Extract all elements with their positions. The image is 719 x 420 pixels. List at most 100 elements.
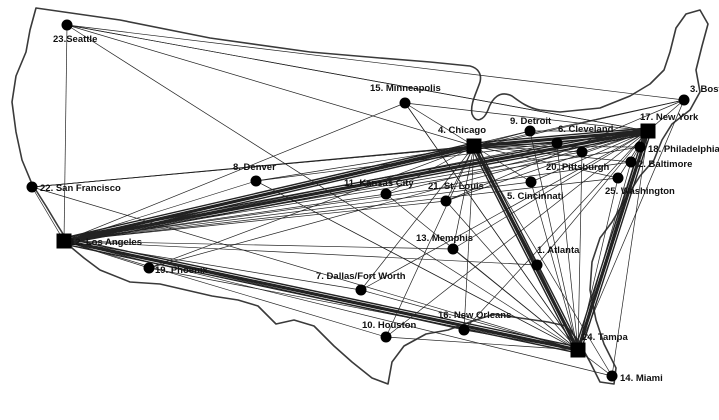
hub-route-link <box>472 145 580 351</box>
city-node-20 <box>576 146 588 158</box>
route-link <box>31 186 579 351</box>
route-link <box>66 24 649 132</box>
route-link <box>63 200 447 242</box>
city-label-14: 14. Miami <box>620 373 663 384</box>
hub-node-17 <box>640 123 656 139</box>
city-label-21: 21. St. Louis <box>428 181 484 192</box>
hub-route-link <box>63 129 649 243</box>
route-link <box>577 151 583 351</box>
hub-node-24 <box>570 342 586 358</box>
hub-node-4 <box>466 138 482 154</box>
city-label-25: 25. Washington <box>605 186 675 197</box>
route-link <box>404 102 579 351</box>
city-node-15 <box>399 97 411 109</box>
city-node-18 <box>634 141 646 153</box>
route-link <box>148 130 649 269</box>
city-label-5: 5. Cincinnati <box>507 191 563 202</box>
city-label-11: 11. Kansas City <box>344 178 414 189</box>
city-node-16 <box>458 324 470 336</box>
city-nodes <box>26 19 690 382</box>
route-link <box>63 24 68 242</box>
city-label-23: 23.Seattle <box>53 34 97 45</box>
route-link <box>611 130 649 377</box>
route-links <box>31 24 685 377</box>
route-link <box>385 336 579 351</box>
city-node-14 <box>606 370 618 382</box>
hub-route-link-stroke <box>476 144 582 349</box>
city-node-9 <box>524 125 536 137</box>
route-link <box>360 289 579 351</box>
hub-route-link-stroke <box>63 127 648 239</box>
city-node-10 <box>380 331 392 343</box>
hub-route-link-stroke <box>580 131 652 352</box>
city-label-10: 10. Houston <box>362 320 417 331</box>
route-link <box>556 142 579 351</box>
hub-route-link-stroke <box>64 148 475 245</box>
route-link <box>385 130 649 195</box>
city-label-16: 16. New Orleans <box>438 310 511 321</box>
city-label-18: 18. Philadelphia <box>648 144 719 155</box>
city-label-15: 15. Minneapolis <box>370 83 441 94</box>
city-node-22 <box>26 181 38 193</box>
route-link <box>452 248 579 351</box>
hub-route-link-stroke <box>63 243 578 354</box>
route-link <box>31 186 65 242</box>
route-link <box>385 145 475 338</box>
city-label-17: 17. New York <box>640 112 699 123</box>
city-label-9: 9. Detroit <box>510 116 552 127</box>
route-link <box>66 24 685 101</box>
city-node-23 <box>61 19 73 31</box>
city-node-25 <box>612 172 624 184</box>
city-node-21 <box>440 195 452 207</box>
route-link <box>445 200 579 351</box>
hub-route-link <box>63 239 579 352</box>
city-node-6 <box>551 137 563 149</box>
city-label-19: 19. Phoenix <box>155 265 209 276</box>
route-link <box>529 130 579 351</box>
route-link <box>463 145 475 331</box>
hub-route-link-stroke <box>64 133 649 245</box>
city-label-24: 24. Tampa <box>582 332 628 343</box>
us-outline <box>11 7 709 385</box>
route-link <box>63 181 532 242</box>
city-label-7: 7. Dallas/Fort Worth <box>316 271 406 282</box>
city-node-19 <box>143 262 155 274</box>
city-label-3: 3. Boston <box>690 84 719 95</box>
route-link <box>63 240 362 291</box>
city-node-13 <box>447 243 459 255</box>
hub-route-link-stroke <box>63 142 474 239</box>
hub-route-link-stroke <box>473 127 648 144</box>
city-node-3 <box>678 94 690 106</box>
route-link <box>66 24 475 147</box>
city-node-8 <box>250 175 262 187</box>
route-link <box>360 130 649 291</box>
city-label-4: 4. Chicago <box>438 125 486 136</box>
route-link <box>63 240 454 250</box>
city-node-5 <box>525 176 537 188</box>
city-node-11 <box>380 188 392 200</box>
route-link <box>63 177 619 242</box>
route-link <box>404 102 649 132</box>
route-link <box>63 240 387 338</box>
route-link <box>445 99 685 202</box>
route-link <box>536 130 649 266</box>
city-node-1 <box>531 259 543 271</box>
route-link <box>63 102 406 242</box>
route-link <box>452 130 649 250</box>
route-link <box>445 130 649 202</box>
hub-route-link-stroke <box>470 147 576 352</box>
route-link <box>530 181 579 351</box>
city-label-22: 22. San Francisco <box>40 183 121 194</box>
route-link <box>404 102 475 147</box>
route-link <box>148 145 475 269</box>
route-link <box>63 240 538 266</box>
hub-route-link-stroke <box>64 237 579 348</box>
city-node-7 <box>355 284 367 296</box>
route-link <box>577 99 685 351</box>
route-link <box>255 180 579 351</box>
city-label-2: 2. Baltimore <box>638 159 692 170</box>
city-labels: 1. Atlanta 2. Baltimore 3. Boston 4. Chicag… <box>40 34 719 384</box>
route-link <box>66 24 579 351</box>
